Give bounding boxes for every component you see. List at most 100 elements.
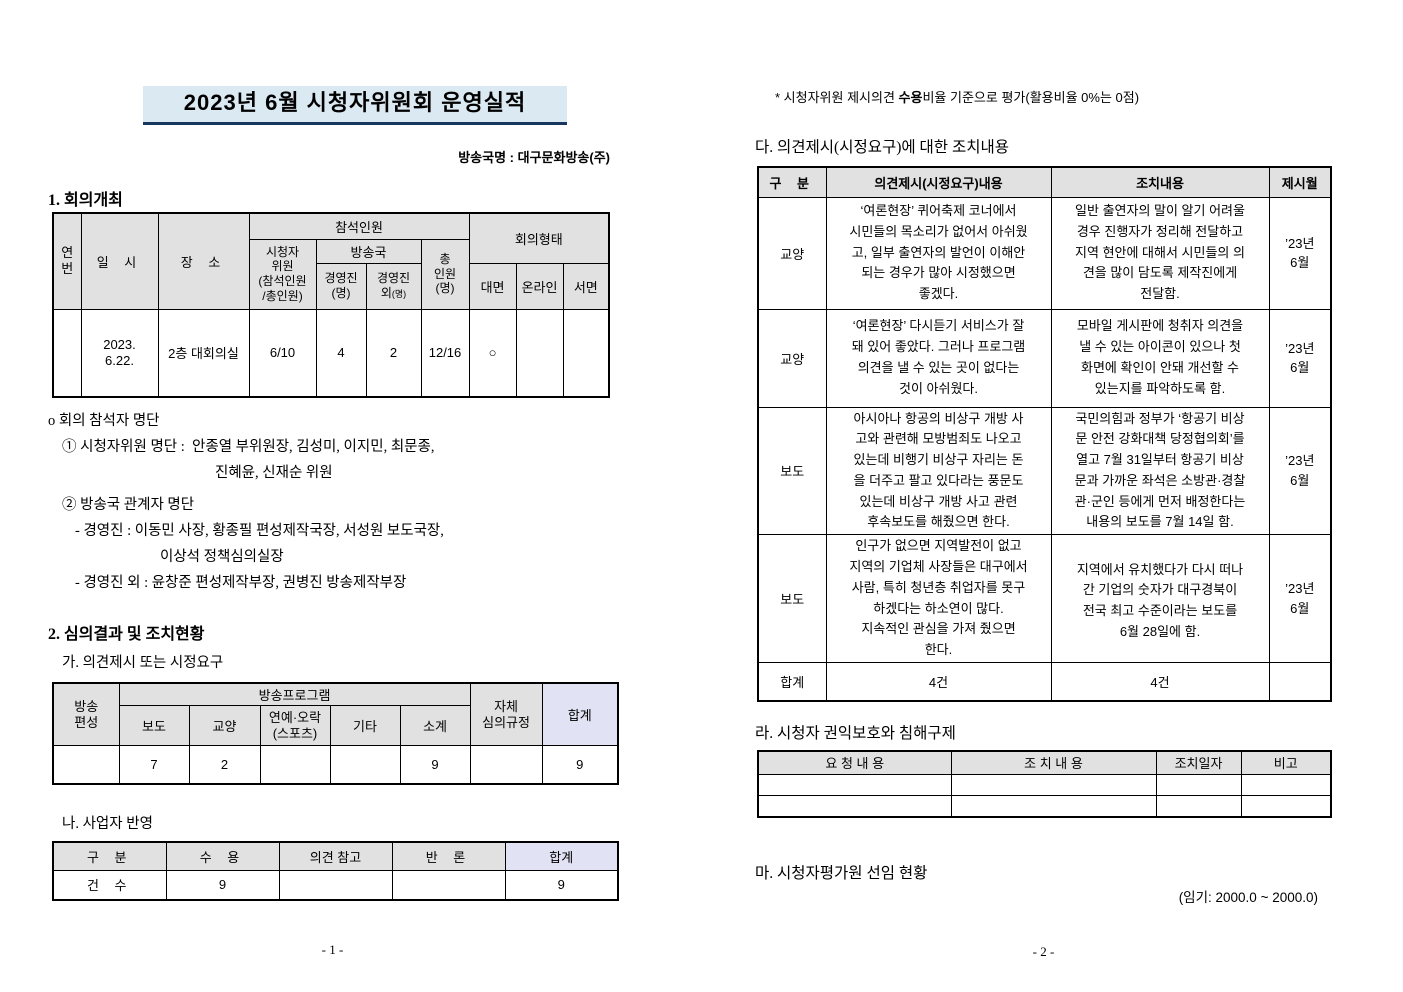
cell-etc (329, 745, 401, 784)
note-text: * 시청자위원 제시의견 (775, 90, 899, 105)
non-executives-unit-label: (명) (391, 289, 407, 299)
col-header-referenced: 의견 참고 (278, 841, 393, 871)
section-2b-heading: 나. 사업자 반영 (62, 816, 153, 832)
cell-entertainment (259, 745, 331, 784)
col-header-action-content: 조 치 내 용 (950, 750, 1157, 775)
cell-opinion: ‘여론현장’ 퀴어축제 코너에서 시민들의 목소리가 없어서 아쉬웠 고, 일부… (825, 196, 1052, 310)
cell-total: 9 (541, 745, 619, 784)
cell-date (1155, 794, 1242, 818)
table-row-total: 합계 4건 4건 (757, 662, 1332, 702)
cell-in-person-mark: ○ (468, 308, 517, 398)
rights-protection-table: 요 청 내 용 조 치 내 용 조치일자 비고 (757, 750, 1332, 818)
attendee-roster: o 회의 참석자 명단 ① 시청자위원 명단 : 안종열 부위원장, 김성미, … (48, 408, 628, 596)
cell-month: ’23년 6월 (1268, 534, 1332, 664)
table-row: 교양 ‘여론현장’ 다시듣기 서비스가 잘 돼 있어 좋았다. 그러나 프로그램… (757, 308, 1332, 408)
cell-category: 교양 (757, 308, 827, 408)
col-header-non-executives: 경영진 외(명) (365, 262, 422, 310)
col-header-action-date: 조치일자 (1155, 750, 1242, 775)
cell-action (950, 773, 1157, 796)
col-header-executives: 경영진 (명) (315, 262, 367, 310)
action-details-table: 구 분 의견제시(시정요구)내용 조치내용 제시월 교양 ‘여론현장’ 퀴어축제… (757, 166, 1332, 702)
roster-non-executives-line: - 경영진 외 : 윤창준 편성제작부장, 권병진 방송제작부장 (75, 575, 407, 591)
table-row (757, 794, 1332, 818)
cell-viewer-count: 6/10 (248, 308, 317, 398)
cell-opinion: ‘여론현장’ 다시듣기 서비스가 잘 돼 있어 좋았다. 그러나 프로그램 의견… (825, 308, 1052, 408)
cell-self-review (469, 745, 543, 784)
col-header-remarks: 비고 (1240, 750, 1332, 775)
section-1-heading: 1. 회의개최 (48, 192, 123, 209)
col-header-category: 구 분 (757, 166, 827, 198)
col-header-news: 보도 (118, 705, 190, 746)
roster-executives-line2: 이상석 정책심의실장 (160, 549, 284, 565)
cell-written-mark (562, 308, 610, 398)
cell-category: 보도 (757, 534, 827, 664)
table-row: 보도 인구가 없으면 지역발전이 없고 지역의 기업체 사장들은 대구에서 사람… (757, 534, 1332, 664)
cell-accepted-count: 9 (165, 869, 280, 901)
section-2-heading: 2. 심의결과 및 조치현황 (48, 626, 205, 643)
col-header-self-review-rules: 자체 심의규정 (469, 682, 543, 746)
roster-viewer-members-line2: 진혜윤, 신재순 위원 (215, 465, 333, 481)
col-header-total-count: 총 인원 (명) (420, 238, 470, 310)
cell-total-count: 12/16 (420, 308, 470, 398)
cell-news: 7 (118, 745, 190, 784)
cell-total-label: 합계 (757, 662, 827, 702)
opinion-request-table: 방송 편성 방송프로그램 자체 심의규정 합계 보도 교양 연예·오락 (스포츠… (52, 682, 620, 785)
col-header-total: 합계 (541, 682, 619, 746)
cell-month-total (1268, 662, 1332, 702)
col-header-broadcast-programs: 방송프로그램 (118, 682, 471, 706)
roster-broadcaster-heading: ② 방송국 관계자 명단 (62, 497, 195, 513)
note-text-tail: 비율 기준으로 평가(활용비율 0%는 0점) (922, 90, 1140, 105)
cell-action: 일반 출연자의 말이 알기 어려울 경우 진행자가 정리해 전달하고 지역 현안… (1050, 196, 1270, 310)
section-da-heading: 다. 의견제시(시정요구)에 대한 조치내용 (755, 139, 1009, 156)
col-header-culture: 교양 (188, 705, 261, 746)
cell-opinion: 아시아나 항공의 비상구 개방 사 고와 관련해 모방범죄도 나오고 있는데 비… (825, 406, 1052, 536)
section-2a-heading: 가. 의견제시 또는 시정요구 (62, 655, 224, 671)
term-period-label: (임기: 2000.0 ~ 2000.0) (1178, 890, 1318, 905)
table-row: 2023. 6.22. 2층 대회의실 6/10 4 2 12/16 ○ (52, 308, 610, 398)
cell-case-count-label: 건 수 (52, 869, 167, 901)
cell-month: ’23년 6월 (1268, 406, 1332, 536)
table-row: 교양 ‘여론현장’ 퀴어축제 코너에서 시민들의 목소리가 없어서 아쉬웠 고,… (757, 196, 1332, 310)
cell-action: 국민의힘과 정부가 ‘항공기 비상 문 안전 강화대책 당정협의회’를 열고 7… (1050, 406, 1270, 536)
cell-month: ’23년 6월 (1268, 196, 1332, 310)
cell-programming (52, 745, 120, 784)
cell-opinion: 인구가 없으면 지역발전이 없고 지역의 기업체 사장들은 대구에서 사람, 특… (825, 534, 1052, 664)
col-header-opinion-content: 의견제시(시정요구)내용 (825, 166, 1052, 198)
col-header-datetime: 일 시 (80, 212, 159, 310)
col-header-meeting-type: 회의형태 (468, 212, 610, 264)
non-executives-label: 경영진 외 (376, 271, 411, 300)
cell-request (757, 794, 952, 818)
cell-action: 모바일 게시판에 청취자 의견을 낼 수 있는 아이콘이 있으나 첫 화면에 확… (1050, 308, 1270, 408)
cell-date: 2023. 6.22. (80, 308, 159, 398)
cell-place: 2층 대회의실 (157, 308, 250, 398)
cell-serial (52, 308, 82, 398)
col-header-month: 제시월 (1268, 166, 1332, 198)
section-ra-heading: 라. 시청자 권익보호와 침해구제 (755, 725, 956, 742)
document-title: 2023년 6월 시청자위원회 운영실적 (143, 86, 567, 125)
cell-culture: 2 (188, 745, 261, 784)
col-header-rebutted: 반 론 (391, 841, 506, 871)
cell-remarks (1240, 794, 1332, 818)
roster-heading: o 회의 참석자 명단 (48, 413, 160, 429)
col-header-written: 서면 (562, 262, 610, 310)
cell-rebutted-count (391, 869, 506, 901)
col-header-attendees: 참석인원 (248, 212, 470, 240)
col-header-request-content: 요 청 내 용 (757, 750, 952, 775)
cell-date (1155, 773, 1242, 796)
col-header-serial: 연 번 (52, 212, 82, 310)
col-header-in-person: 대면 (468, 262, 517, 310)
roster-executives-line: - 경영진 : 이동민 사장, 황종필 편성제작국장, 서성원 보도국장, (75, 523, 444, 539)
cell-opinion-total: 4건 (825, 662, 1052, 702)
col-header-etc: 기타 (329, 705, 401, 746)
roster-viewer-members-line: ① 시청자위원 명단 : 안종열 부위원장, 김성미, 이지민, 최문종, (62, 439, 435, 455)
section-ma-heading: 마. 시청자평가원 선임 현황 (755, 865, 928, 882)
col-header-programming: 방송 편성 (52, 682, 120, 746)
col-header-entertainment: 연예·오락 (스포츠) (259, 705, 331, 746)
cell-total-count: 9 (504, 869, 619, 901)
col-header-category: 구 분 (52, 841, 167, 871)
table-row: 건 수 9 9 (52, 869, 619, 901)
col-header-action-content: 조치내용 (1050, 166, 1270, 198)
col-header-accepted: 수 용 (165, 841, 280, 871)
cell-remarks (1240, 773, 1332, 796)
station-name-label: 방송국명 : 대구문화방송(주) (458, 150, 610, 165)
